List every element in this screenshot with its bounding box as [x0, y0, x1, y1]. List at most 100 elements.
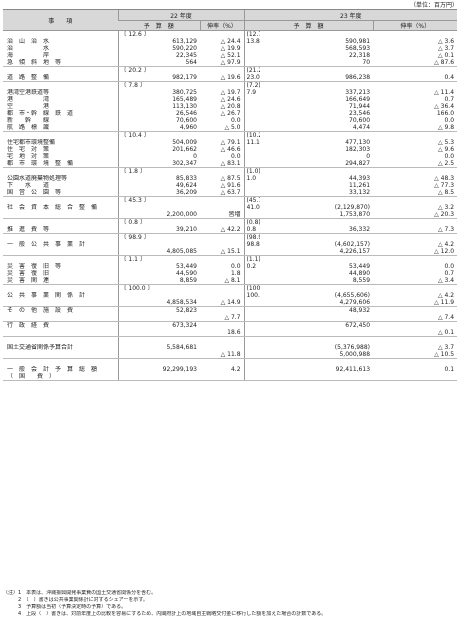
item-name: 推 進 費 等	[7, 226, 50, 233]
share-22: 〔 98.9 〕	[120, 234, 150, 241]
item-name: 治 山 治 水	[7, 38, 50, 45]
item-name: 下 水 道	[7, 182, 50, 189]
budget-22: 49,624	[176, 182, 197, 189]
item-name: 都 市 環 境 整 備	[7, 160, 74, 167]
budget-23: 36,332	[349, 226, 371, 233]
budget-23: 337,213	[345, 89, 371, 96]
rate-22: 1.8	[230, 270, 241, 277]
budget-23-adjusted: (4,655,606)	[334, 292, 371, 299]
rate-22: △ 24.4	[220, 38, 241, 45]
table-row: 港湾空港鉄道等港 湾空 港都 市・幹 線 鉄 道新 幹 線航 路 標 識 〔 7.…	[3, 81, 458, 132]
rate-22: 0.0	[230, 153, 241, 160]
share-23-adjusted: (0.8)	[246, 219, 261, 226]
budget-table: 事 項 22 年度 23 年度 予 算 額 伸率（%） 予 算 額 伸率（%） …	[3, 9, 458, 381]
budget-23: 5,000,988	[339, 351, 371, 358]
share-22: 〔 1.1 〕	[120, 256, 146, 263]
rate-22: △ 19.6	[220, 74, 241, 81]
item-name: 港湾空港鉄道等	[7, 89, 50, 96]
item-name: 宅 地 対 策	[7, 153, 50, 160]
budget-23: 11,261	[349, 182, 371, 189]
share-23-adjusted: (100.0)	[246, 285, 261, 292]
item-name: 国 営 公 園 等	[7, 189, 62, 196]
share-23: 7.9	[246, 89, 257, 96]
item-name: 住宅都市環境整備	[7, 139, 56, 146]
share-22: 〔 10.4 〕	[120, 132, 150, 139]
budget-23: 70	[362, 59, 371, 66]
budget-22: 201,662	[172, 146, 197, 153]
budget-23: 166,649	[345, 96, 371, 103]
share-23-adjusted: (1.1)	[246, 256, 261, 263]
rate-22: △ 11.8	[220, 351, 241, 358]
rate-23: 0.7	[444, 96, 455, 103]
rate-23: △ 9.8	[437, 124, 455, 131]
budget-22: 673,324	[172, 322, 197, 329]
budget-22: 85,833	[176, 175, 197, 182]
budget-22: 2,200,000	[166, 211, 197, 218]
rate-23: 0.0	[444, 153, 455, 160]
item-name: 航 路 標 識	[7, 124, 50, 131]
footnote: 3 予算額は当初（予算決定時の予算）である。	[3, 604, 127, 610]
rate-22: △ 87.5	[220, 175, 241, 182]
item-name: 公園水道廃棄物処理等	[7, 175, 68, 182]
share-22: 〔 45.3 〕	[120, 197, 150, 204]
rate-22: △ 42.2	[220, 226, 241, 233]
rate-22: △ 97.9	[220, 59, 241, 66]
budget-22: 982,179	[172, 74, 197, 81]
budget-22: 4,858,534	[166, 299, 197, 306]
footnote: 2 〔 〕書きは公共事業関係計に対するシェアーを示す。	[3, 597, 148, 603]
budget-22: 165,489	[172, 96, 197, 103]
rate-22: △ 24.6	[220, 96, 241, 103]
rate-22: △ 83.1	[220, 160, 241, 167]
rate-22: △ 8.1	[224, 277, 241, 284]
budget-23: 71,944	[349, 103, 371, 110]
rate-23: △ 0.1	[437, 52, 455, 59]
header-item: 事 項	[3, 9, 118, 31]
rate-23: △ 3.4	[437, 277, 455, 284]
item-name: 社 会 資 本 総 合 整 備	[7, 204, 98, 211]
rate-23: 166.0	[436, 110, 455, 117]
item-name: 公 共 事 業 関 係 計	[7, 292, 86, 299]
table-row: そ の 他 施 設 費 52,823 △ 7.7 48,932 △ 7.4	[3, 306, 458, 322]
share-23: 13.8	[246, 38, 260, 45]
rate-23: △ 10.5	[434, 351, 455, 358]
rate-22: △ 5.0	[224, 124, 241, 131]
item-name: 住 宅 対 策	[7, 146, 50, 153]
item-name: 災 害 復 旧 等	[7, 263, 62, 270]
share-23: 23.0	[246, 74, 260, 81]
budget-23: 590,981	[345, 38, 371, 45]
rate-23: △ 11.4	[434, 89, 455, 96]
item-name: 港 湾	[7, 96, 50, 103]
rate-23: △ 11.9	[434, 299, 455, 306]
budget-22: 590,220	[172, 45, 197, 52]
budget-22: 92,299,193	[162, 366, 197, 373]
rate-23: △ 12.0	[434, 248, 455, 255]
table-row: 国土交通省関係予算合計 5,584,681 △ 11.8 (5,376,988) 5,0…	[3, 336, 458, 359]
rate-23: △ 2.5	[437, 160, 455, 167]
header-fy22: 22 年度	[117, 9, 245, 21]
rate-23: △ 77.3	[434, 182, 455, 189]
unit-label: （単位：百万円）	[409, 2, 458, 9]
item-name: 治 水	[7, 45, 50, 52]
table-row: 一 般 公 共 事 業 計 〔 98.9 〕 4,805,085 △ 15.1 (98.…	[3, 233, 458, 256]
share-23-adjusted: (12.7)	[246, 31, 261, 38]
rate-23: △ 5.3	[437, 139, 455, 146]
rate-22: 0.0	[230, 263, 241, 270]
share-23: 0.8	[246, 226, 257, 233]
item-name: （ 国 費 ）	[7, 373, 56, 380]
footnote: 4 上段（ ）書きは、対前年度上の比較を容易にするため、内閣府計上の地域自主戦略…	[3, 611, 327, 617]
rate-23: 0.4	[444, 74, 455, 81]
rate-23: 0.0	[444, 117, 455, 124]
share-22: 〔 100.0 〕	[120, 285, 154, 292]
item-name: 都 市・幹 線 鉄 道	[7, 110, 74, 117]
table-row: 推 進 費 等 〔 0.8 〕 39,210 △ 42.2 (0.8) 0.8 36,332…	[3, 218, 458, 234]
rate-23-adjusted: △ 3.7	[437, 344, 455, 351]
budget-23: 4,279,606	[339, 299, 371, 306]
budget-22: 26,546	[176, 110, 197, 117]
table-row: 住宅都市環境整備住 宅 対 策宅 地 対 策都 市 環 境 整 備 〔 10.4 …	[3, 131, 458, 168]
budget-23: 23,546	[349, 110, 371, 117]
budget-23: 0	[366, 153, 371, 160]
rate-23: △ 48.3	[434, 175, 455, 182]
share-23: 11.1	[246, 139, 260, 146]
share-23-adjusted: (7.2)	[246, 82, 261, 89]
rate-23: 0.1	[444, 366, 455, 373]
